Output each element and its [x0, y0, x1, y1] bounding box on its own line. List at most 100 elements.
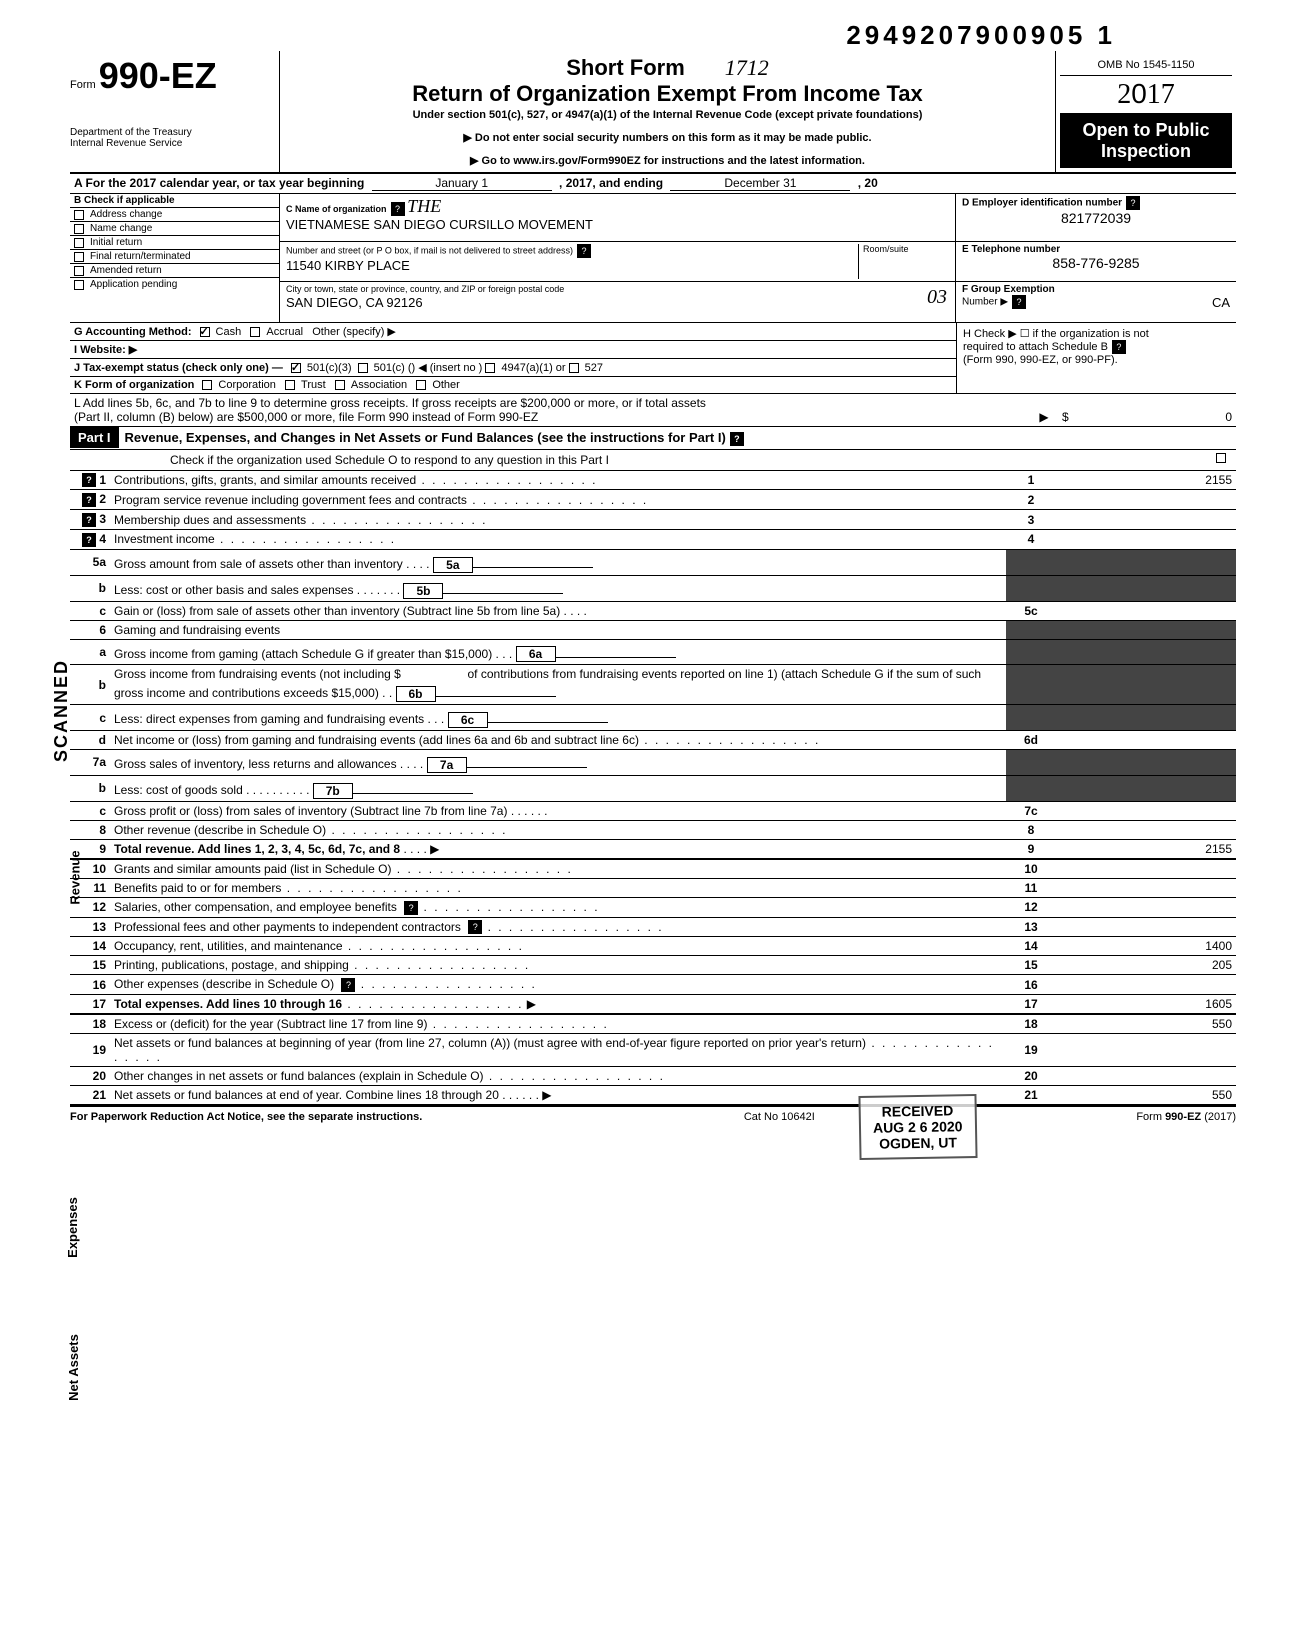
line-6c: cLess: direct expenses from gaming and f…: [70, 705, 1236, 731]
line-5a: 5aGross amount from sale of assets other…: [70, 549, 1236, 575]
line-19: 19Net assets or fund balances at beginni…: [70, 1034, 1236, 1067]
help-icon[interactable]: ?: [1012, 295, 1026, 309]
footer-mid: Cat No 10642I: [744, 1111, 815, 1123]
line-15: 15Printing, publications, postage, and s…: [70, 956, 1236, 975]
help-icon[interactable]: ?: [82, 493, 96, 507]
help-icon[interactable]: ?: [82, 513, 96, 527]
help-icon[interactable]: ?: [341, 978, 355, 992]
ein: 821772039: [962, 210, 1230, 226]
chk-final-return[interactable]: Final return/terminated: [70, 250, 279, 264]
street-label: Number and street (or P O box, if mail i…: [286, 246, 573, 256]
e-label: E Telephone number: [962, 244, 1060, 255]
received-stamp: RECEIVED AUG 2 6 2020 OGDEN, UT: [858, 1094, 977, 1160]
help-icon[interactable]: ?: [82, 473, 96, 487]
handwritten-the: THE: [407, 196, 441, 216]
4947-label: 4947(a)(1) or: [501, 362, 565, 374]
return-title: Return of Organization Exempt From Incom…: [288, 81, 1047, 107]
line-7b: bLess: cost of goods sold . . . . . . . …: [70, 775, 1236, 801]
tax-year: 20201717: [1060, 76, 1232, 114]
chk-cash[interactable]: [200, 327, 210, 337]
city-label: City or town, state or province, country…: [286, 284, 564, 294]
line-21: 21Net assets or fund balances at end of …: [70, 1086, 1236, 1105]
i-label: I Website: ▶: [74, 343, 137, 356]
chk-name-change[interactable]: Name change: [70, 222, 279, 236]
stamp-location: OGDEN, UT: [873, 1134, 963, 1152]
chk-address-change[interactable]: Address change: [70, 208, 279, 222]
telephone: 858-776-9285: [962, 255, 1230, 271]
header-note-1: ▶ Do not enter social security numbers o…: [288, 131, 1047, 144]
handwritten-03: 03: [927, 286, 947, 309]
header-note-2: ▶ Go to www.irs.gov/Form990EZ for instru…: [288, 154, 1047, 167]
chk-trust[interactable]: [285, 380, 295, 390]
chk-corp[interactable]: [202, 380, 212, 390]
street-address: 11540 KIRBY PLACE: [286, 258, 410, 273]
h-text1: H Check ▶ ☐ if the organization is not: [963, 327, 1230, 340]
part-1-header: Part I Revenue, Expenses, and Changes in…: [70, 427, 1236, 450]
form-number: 990-EZ: [99, 55, 217, 96]
line-6b: bGross income from fundraising events (n…: [70, 665, 1236, 705]
g-label: G Accounting Method:: [74, 326, 192, 338]
line-1: ? 1Contributions, gifts, grants, and sim…: [70, 471, 1236, 490]
line-3: ? 3Membership dues and assessments3: [70, 510, 1236, 530]
chk-application-pending[interactable]: Application pending: [70, 278, 279, 291]
chk-4947[interactable]: [485, 363, 495, 373]
line-14: 14Occupancy, rent, utilities, and mainte…: [70, 937, 1236, 956]
line-11: 11Benefits paid to or for members11: [70, 878, 1236, 897]
chk-501c[interactable]: [358, 363, 368, 373]
help-icon[interactable]: ?: [730, 432, 744, 446]
part-1-title: Revenue, Expenses, and Changes in Net As…: [125, 430, 726, 445]
line-5b: bLess: cost or other basis and sales exp…: [70, 575, 1236, 601]
group-exemption: CA: [1212, 295, 1230, 310]
line-5c: cGain or (loss) from sale of assets othe…: [70, 601, 1236, 620]
help-icon[interactable]: ?: [1126, 196, 1140, 210]
chk-assoc[interactable]: [335, 380, 345, 390]
line-6a: aGross income from gaming (attach Schedu…: [70, 639, 1236, 665]
handwritten-1712: 1712: [725, 55, 769, 81]
b-header: B Check if applicable: [70, 194, 279, 208]
h-text3: (Form 990, 990-EZ, or 990-PF).: [963, 354, 1230, 366]
l-line1: L Add lines 5b, 6c, and 7b to line 9 to …: [74, 396, 1232, 410]
assoc-label: Association: [351, 379, 407, 391]
help-icon[interactable]: ?: [404, 901, 418, 915]
chk-other-org[interactable]: [416, 380, 426, 390]
line-7c: cGross profit or (loss) from sales of in…: [70, 801, 1236, 820]
net-assets-label: Net Assets: [66, 1334, 81, 1401]
help-icon[interactable]: ?: [1112, 340, 1126, 354]
short-form-title: Short Form: [566, 55, 685, 81]
chk-accrual[interactable]: [250, 327, 260, 337]
help-icon[interactable]: ?: [391, 202, 405, 216]
line-6: 6Gaming and fundraising events: [70, 620, 1236, 639]
part-1-sub: Check if the organization used Schedule …: [170, 453, 609, 467]
501c3-label: 501(c)(3): [307, 362, 352, 374]
help-icon[interactable]: ?: [82, 533, 96, 547]
line-9: 9Total revenue. Add lines 1, 2, 3, 4, 5c…: [70, 839, 1236, 859]
scanned-stamp: SCANNED: [51, 659, 72, 762]
insert-no-label: ) ◀ (insert no ): [412, 361, 483, 374]
room-label: Room/suite: [863, 244, 909, 254]
stamp-received: RECEIVED: [872, 1102, 962, 1120]
c-name-label: C Name of organization: [286, 204, 387, 214]
501c-label: 501(c) (: [374, 362, 412, 374]
footer: For Paperwork Reduction Act Notice, see …: [70, 1105, 1236, 1123]
f-label: F Group Exemption: [962, 284, 1055, 295]
help-icon[interactable]: ?: [468, 920, 482, 934]
footer-left: For Paperwork Reduction Act Notice, see …: [70, 1111, 422, 1123]
chk-527[interactable]: [569, 363, 579, 373]
j-label: J Tax-exempt status (check only one) —: [74, 362, 283, 374]
help-icon[interactable]: ?: [577, 244, 591, 258]
chk-amended[interactable]: Amended return: [70, 264, 279, 278]
chk-schedule-o[interactable]: [1216, 453, 1226, 463]
dept-treasury: Department of the Treasury: [70, 127, 271, 138]
dept-irs: Internal Revenue Service: [70, 138, 271, 149]
f-label2: Number ▶: [962, 297, 1008, 308]
527-label: 527: [585, 362, 603, 374]
line-4: ? 4Investment income4: [70, 530, 1236, 550]
line-16: 16Other expenses (describe in Schedule O…: [70, 975, 1236, 995]
chk-initial-return[interactable]: Initial return: [70, 236, 279, 250]
line-18: 18Excess or (deficit) for the year (Subt…: [70, 1014, 1236, 1034]
open-public-1: Open to Public: [1062, 120, 1230, 141]
form-prefix: Form: [70, 79, 96, 91]
k-label: K Form of organization: [74, 379, 194, 391]
chk-501c3[interactable]: [291, 363, 301, 373]
line-10: 10Grants and similar amounts paid (list …: [70, 859, 1236, 879]
